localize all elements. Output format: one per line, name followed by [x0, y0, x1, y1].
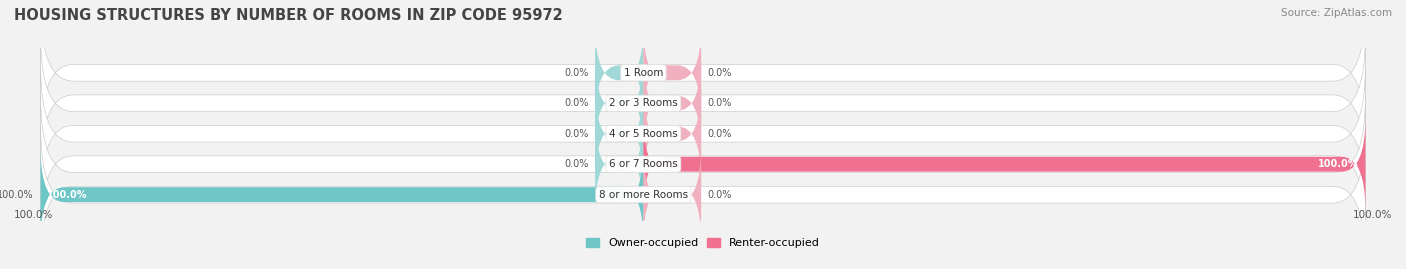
Text: 2 or 3 Rooms: 2 or 3 Rooms [609, 98, 678, 108]
FancyBboxPatch shape [41, 66, 1365, 201]
FancyBboxPatch shape [644, 117, 1365, 212]
Legend: Owner-occupied, Renter-occupied: Owner-occupied, Renter-occupied [581, 233, 825, 253]
FancyBboxPatch shape [595, 86, 644, 181]
Text: 0.0%: 0.0% [564, 129, 589, 139]
FancyBboxPatch shape [41, 127, 1365, 263]
Text: 100.0%: 100.0% [48, 190, 87, 200]
Text: 4 or 5 Rooms: 4 or 5 Rooms [609, 129, 678, 139]
Text: 0.0%: 0.0% [707, 98, 733, 108]
FancyBboxPatch shape [595, 56, 644, 151]
Text: 100.0%: 100.0% [14, 210, 53, 220]
FancyBboxPatch shape [41, 36, 1365, 171]
FancyBboxPatch shape [595, 25, 644, 120]
Text: 0.0%: 0.0% [707, 129, 733, 139]
Text: 0.0%: 0.0% [564, 68, 589, 78]
FancyBboxPatch shape [644, 56, 702, 151]
FancyBboxPatch shape [595, 117, 644, 212]
FancyBboxPatch shape [644, 147, 702, 242]
FancyBboxPatch shape [41, 147, 644, 242]
Text: 0.0%: 0.0% [707, 68, 733, 78]
Text: 6 or 7 Rooms: 6 or 7 Rooms [609, 159, 678, 169]
FancyBboxPatch shape [41, 5, 1365, 141]
Text: Source: ZipAtlas.com: Source: ZipAtlas.com [1281, 8, 1392, 18]
Text: 100.0%: 100.0% [1353, 210, 1392, 220]
Text: 1 Room: 1 Room [624, 68, 664, 78]
Text: 8 or more Rooms: 8 or more Rooms [599, 190, 688, 200]
Text: HOUSING STRUCTURES BY NUMBER OF ROOMS IN ZIP CODE 95972: HOUSING STRUCTURES BY NUMBER OF ROOMS IN… [14, 8, 562, 23]
Text: 100.0%: 100.0% [1319, 159, 1358, 169]
FancyBboxPatch shape [41, 96, 1365, 232]
FancyBboxPatch shape [644, 25, 702, 120]
Text: 0.0%: 0.0% [564, 98, 589, 108]
FancyBboxPatch shape [644, 86, 702, 181]
Text: 100.0%: 100.0% [0, 190, 34, 200]
Text: 0.0%: 0.0% [707, 190, 733, 200]
Text: 0.0%: 0.0% [564, 159, 589, 169]
